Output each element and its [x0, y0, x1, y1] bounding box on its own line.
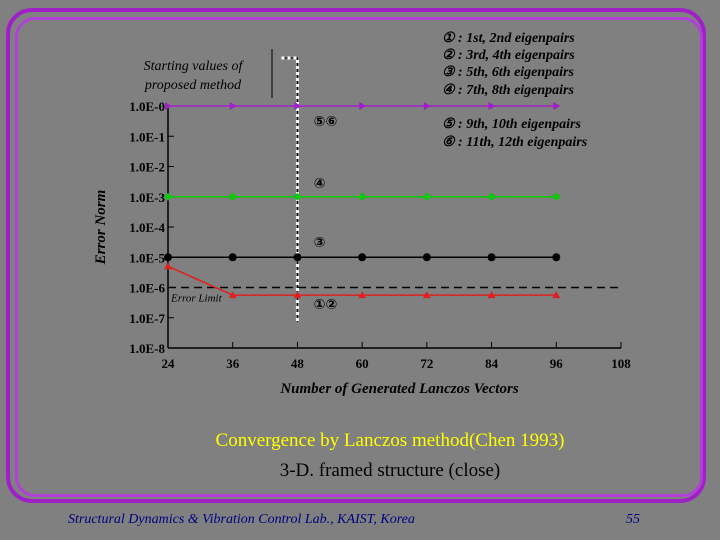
starting-value-marker-inner	[281, 57, 298, 322]
y-tick-label: 1.0E-5	[129, 250, 165, 265]
data-point	[552, 253, 561, 262]
starting-value-annotation: Starting values of proposed method	[144, 59, 245, 93]
x-tick-label: 72	[420, 356, 433, 371]
data-point	[487, 253, 496, 262]
data-point	[293, 253, 302, 262]
series-number-label: ③	[314, 235, 326, 251]
data-point	[358, 192, 367, 201]
y-tick-label: 1.0E-4	[129, 220, 165, 235]
x-axis-title: Number of Generated Lanczos Vectors	[279, 381, 518, 397]
legend-entry: ① : 1st, 2nd eigenpairs	[442, 31, 575, 46]
inner-frame	[15, 17, 703, 497]
data-point	[164, 253, 172, 262]
data-point	[552, 192, 561, 201]
data-point	[487, 291, 496, 299]
data-point	[423, 102, 431, 110]
x-tick-label: 24	[162, 356, 176, 371]
data-point	[358, 291, 367, 299]
legend-entry: ⑥ : 11th, 12th eigenpairs	[442, 135, 588, 150]
error-limit-label: Error Limit	[170, 293, 223, 305]
data-point	[228, 291, 237, 299]
series-number-label: ⑤⑥	[314, 114, 338, 130]
data-point	[487, 192, 496, 201]
data-point	[359, 102, 367, 110]
data-point	[358, 253, 367, 262]
x-tick-label: 96	[550, 356, 564, 371]
starting-value-marker	[281, 56, 299, 322]
data-point	[293, 192, 302, 201]
series-number-label: ④	[314, 176, 326, 192]
data-point	[552, 291, 561, 299]
data-point	[164, 192, 172, 201]
y-tick-label: 1.0E-8	[129, 341, 165, 356]
data-point	[422, 192, 431, 201]
y-axis-title: Error Norm	[93, 190, 109, 266]
data-point	[228, 192, 237, 201]
series-number-label: ①②	[314, 297, 338, 313]
data-point	[228, 253, 237, 262]
data-point	[165, 102, 172, 110]
x-tick-label: 60	[356, 356, 369, 371]
data-point	[422, 291, 431, 299]
legend-entry: ③ : 5th, 6th eigenpairs	[442, 65, 575, 80]
y-tick-label: 1.0E-6	[129, 281, 165, 296]
y-tick-label: 1.0E-7	[129, 311, 165, 326]
x-tick-label: 48	[291, 356, 305, 371]
data-point	[294, 102, 302, 110]
legend-entry: ④ : 7th, 8th eigenpairs	[442, 83, 575, 98]
legend-entry: ② : 3rd, 4th eigenpairs	[442, 48, 575, 63]
x-tick-label: 84	[485, 356, 499, 371]
data-point	[422, 253, 431, 262]
data-point	[229, 102, 237, 110]
y-tick-label: 1.0E-0	[129, 99, 165, 114]
y-tick-label: 1.0E-2	[129, 160, 165, 175]
y-tick-label: 1.0E-1	[129, 129, 165, 144]
legend-entry: ⑤ : 9th, 10th eigenpairs	[442, 117, 582, 132]
data-point	[293, 291, 302, 299]
y-tick-label: 1.0E-3	[129, 190, 165, 205]
page-number: 55	[626, 512, 640, 527]
outer-frame	[6, 8, 706, 503]
footer-lab-name: Structural Dynamics & Vibration Control …	[68, 512, 415, 527]
x-tick-label: 36	[226, 356, 240, 371]
data-point	[164, 262, 172, 270]
data-point	[553, 102, 561, 110]
x-tick-label: 108	[611, 356, 631, 371]
data-point	[488, 102, 496, 110]
caption-subtitle: 3-D. framed structure (close)	[279, 460, 501, 481]
series-line	[167, 265, 557, 296]
caption-title: Convergence by Lanczos method(Chen 1993)	[215, 430, 565, 451]
